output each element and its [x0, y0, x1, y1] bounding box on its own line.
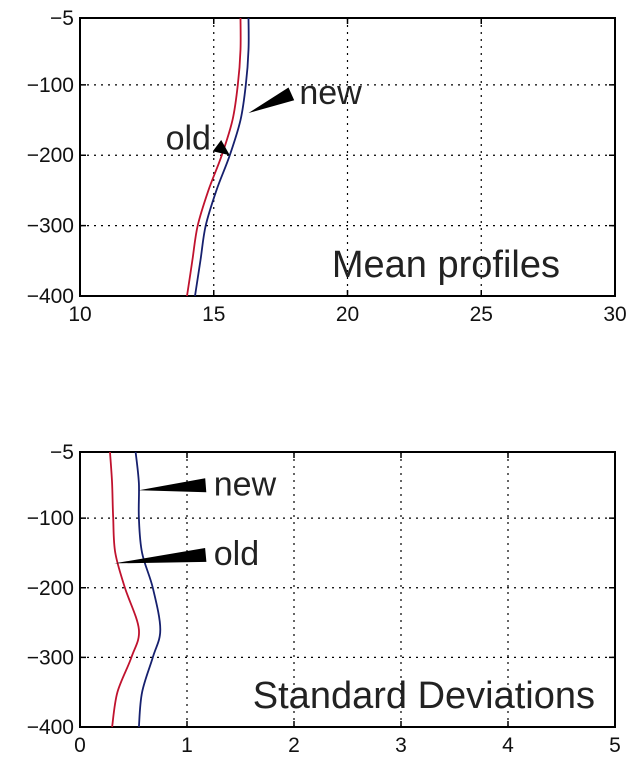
annotation-new-arrow [138, 478, 207, 493]
x-tick-label: 4 [502, 734, 514, 757]
annotation-old-label: old [214, 535, 259, 573]
panel-title: Mean profiles [332, 244, 560, 286]
y-tick-label: −300 [27, 646, 74, 669]
annotation-old-arrow [212, 140, 230, 156]
y-tick-label: −400 [27, 285, 74, 308]
x-tick-label: 10 [68, 303, 91, 326]
series-line-new [134, 451, 162, 728]
x-tick-label: 20 [336, 303, 359, 326]
x-tick-label: 15 [202, 303, 225, 326]
annotation-new-arrow [248, 87, 295, 113]
y-tick-label: −400 [27, 716, 74, 739]
y-tick-label: −100 [27, 74, 74, 97]
annotation-new-label: new [214, 465, 277, 503]
annotation-new-label: new [299, 74, 362, 112]
x-tick-label: 3 [395, 734, 407, 757]
series-line-old [186, 17, 242, 297]
y-tick-label: −100 [27, 507, 74, 530]
panel-title: Standard Deviations [253, 675, 595, 717]
y-tick-label: −5 [50, 441, 74, 464]
y-tick-label: −200 [27, 577, 74, 600]
x-tick-label: 5 [609, 734, 621, 757]
y-tick-label: −5 [50, 7, 74, 30]
plot-frame [79, 451, 616, 728]
x-tick-label: 2 [288, 734, 300, 757]
x-tick-label: 1 [181, 734, 193, 757]
x-tick-label: 0 [74, 734, 86, 757]
annotation-old-arrow [114, 548, 207, 564]
y-tick-label: −200 [27, 144, 74, 167]
series-line-old [109, 451, 140, 728]
annotation-old-label: old [166, 120, 211, 158]
standard-deviations-panel: 0 1 2 3 4 5 −5 −100 −200 −300 −400 new old Standard D… [27, 441, 621, 757]
x-tick-label: 25 [470, 303, 493, 326]
mean-profiles-panel: 10 15 20 25 30 −5 −100 −200 −300 −400 new old Mean p… [27, 7, 627, 326]
x-tick-label: 30 [603, 303, 626, 326]
y-tick-label: −300 [27, 215, 74, 238]
